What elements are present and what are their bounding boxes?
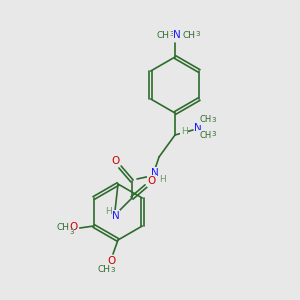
Text: 3: 3 [212,116,216,122]
Text: H: H [160,175,167,184]
Text: 3: 3 [70,229,74,235]
Text: O: O [70,222,78,232]
Text: CH: CH [157,31,169,40]
Text: H: H [105,208,111,217]
Text: N: N [151,168,159,178]
Text: 3: 3 [111,267,115,273]
Text: N: N [112,211,120,221]
Text: CH: CH [200,116,212,124]
Text: 3: 3 [196,32,200,38]
Text: O: O [107,256,115,266]
Text: N: N [173,30,181,40]
Text: CH: CH [98,266,110,274]
Text: 3: 3 [212,131,216,137]
Text: O: O [148,176,156,186]
Text: CH: CH [56,223,69,232]
Text: CH: CH [182,31,196,40]
Text: CH: CH [200,130,212,140]
Text: 3: 3 [170,32,174,38]
Text: N: N [194,123,202,133]
Text: O: O [111,156,119,166]
Text: H: H [181,128,188,136]
